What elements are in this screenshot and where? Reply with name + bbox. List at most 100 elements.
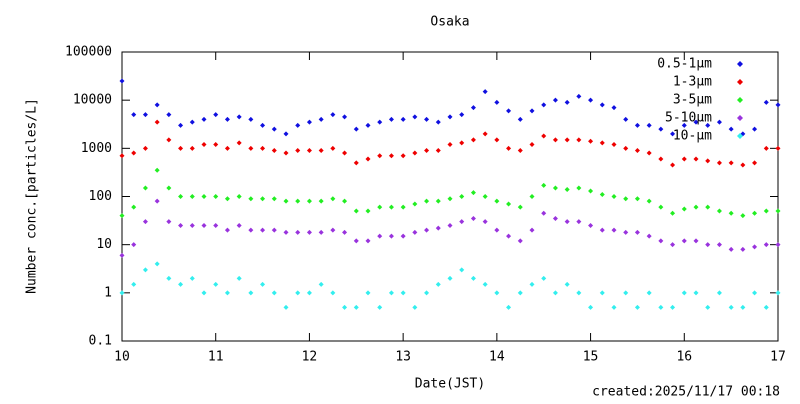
- point: [588, 138, 594, 144]
- point: [342, 304, 348, 310]
- point: [752, 160, 758, 166]
- point: [201, 222, 207, 228]
- x-axis-label: Date(JST): [415, 377, 485, 392]
- point: [541, 133, 547, 139]
- point: [611, 105, 617, 111]
- point: [365, 238, 371, 244]
- legend-label: 1-3μm: [673, 75, 712, 90]
- point: [201, 116, 207, 122]
- y-tick-label: 1: [104, 285, 112, 300]
- point: [283, 150, 289, 156]
- point: [154, 167, 160, 173]
- point: [154, 119, 160, 125]
- point: [529, 108, 535, 114]
- point: [693, 204, 699, 210]
- point: [412, 229, 418, 235]
- point: [459, 140, 465, 146]
- point: [224, 227, 230, 233]
- point: [634, 304, 640, 310]
- point: [154, 102, 160, 108]
- point: [482, 194, 488, 199]
- point: [189, 275, 195, 281]
- point: [224, 116, 230, 122]
- point: [775, 102, 781, 108]
- point: [447, 142, 453, 148]
- point: [658, 304, 664, 310]
- point: [271, 290, 277, 296]
- x-tick-label: 16: [676, 350, 692, 365]
- point: [634, 148, 640, 154]
- point: [740, 162, 746, 168]
- point: [236, 140, 242, 146]
- point: [646, 150, 652, 156]
- point: [271, 227, 277, 233]
- point: [670, 304, 676, 310]
- point: [459, 267, 465, 273]
- point: [506, 304, 512, 310]
- point: [271, 126, 277, 132]
- point: [681, 238, 687, 244]
- point: [400, 290, 406, 296]
- legend-label: 5-10μm: [665, 111, 712, 126]
- point: [670, 131, 676, 137]
- point: [447, 196, 453, 202]
- point: [342, 150, 348, 156]
- point: [494, 227, 500, 233]
- point: [576, 290, 582, 296]
- footer: created:2025/11/17 00:18: [592, 385, 780, 400]
- point: [260, 281, 266, 287]
- point: [224, 290, 230, 296]
- point: [716, 208, 722, 214]
- point: [306, 290, 312, 296]
- point: [623, 145, 629, 151]
- point: [470, 215, 476, 221]
- point: [318, 229, 324, 235]
- point: [318, 281, 324, 287]
- point: [365, 122, 371, 128]
- point: [271, 148, 277, 154]
- point: [564, 186, 570, 192]
- point: [306, 229, 312, 235]
- point: [213, 142, 219, 148]
- x-tick-label: 13: [395, 350, 411, 365]
- point: [213, 112, 219, 118]
- point: [459, 112, 465, 118]
- point: [213, 281, 219, 287]
- point: [330, 145, 336, 151]
- point: [248, 145, 254, 151]
- point: [541, 210, 547, 216]
- point: [154, 261, 160, 267]
- point: [482, 281, 488, 287]
- point: [224, 145, 230, 151]
- point: [693, 156, 699, 162]
- point: [166, 185, 172, 191]
- point: [705, 158, 711, 164]
- point: [388, 233, 394, 239]
- point: [763, 242, 769, 248]
- point: [365, 156, 371, 162]
- point: [728, 210, 734, 216]
- point: [740, 213, 746, 219]
- point: [623, 229, 629, 235]
- x-tick-label: 12: [302, 350, 318, 365]
- point: [283, 229, 289, 235]
- point: [646, 290, 652, 296]
- legend-marker: [737, 133, 743, 139]
- point: [482, 89, 488, 95]
- point: [576, 137, 582, 143]
- point: [295, 122, 301, 128]
- point: [377, 204, 383, 210]
- point: [201, 142, 207, 148]
- point: [424, 148, 430, 154]
- point: [131, 204, 137, 210]
- point: [611, 304, 617, 310]
- point: [775, 242, 781, 248]
- point: [119, 252, 125, 258]
- point: [588, 97, 594, 103]
- point: [763, 208, 769, 214]
- point: [728, 246, 734, 252]
- point: [634, 122, 640, 128]
- point: [166, 275, 172, 281]
- point: [740, 304, 746, 310]
- point: [201, 194, 207, 199]
